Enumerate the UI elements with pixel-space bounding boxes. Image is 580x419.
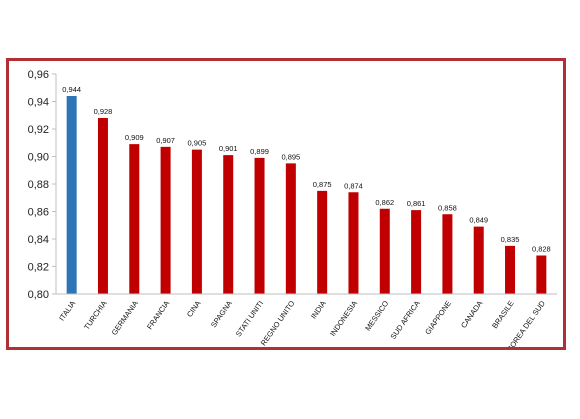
x-category-label: TURCHIA	[82, 299, 108, 331]
data-label: 0,907	[156, 136, 175, 145]
chart-frame: 0,80 0,82 0,84 0,86 0,88 0,90 0,92 0,94 0,96 0,9…	[6, 58, 566, 350]
x-category-label: FRANCIA	[145, 299, 171, 331]
x-category-label: CANADA	[459, 299, 484, 330]
data-label: 0,909	[125, 133, 144, 142]
x-category-label: INDIA	[309, 299, 328, 321]
data-label: 0,835	[501, 235, 520, 244]
bar-messico	[379, 208, 390, 294]
bar-giappone	[442, 214, 453, 294]
x-category-label: MESSICO	[363, 299, 390, 333]
y-tick-label: 0,94	[28, 97, 49, 109]
data-label: 0,849	[469, 216, 488, 225]
data-label: 0,899	[250, 147, 269, 156]
bar-francia	[160, 146, 171, 294]
x-axis: ITALIA TURCHIA GERMANIA FRANCIA CINA SPAGNA ST…	[56, 293, 557, 347]
x-category-label: ITALIA	[57, 299, 77, 322]
bar-corea-del-sud	[536, 255, 547, 294]
bar-indonesia	[348, 192, 359, 294]
data-label: 0,928	[94, 107, 113, 116]
data-label: 0,858	[438, 203, 457, 212]
data-label: 0,874	[344, 181, 363, 190]
y-tick-label: 0,82	[28, 262, 49, 274]
y-tick-label: 0,86	[28, 207, 49, 219]
y-tick-label: 0,90	[28, 152, 49, 164]
x-category-label: CINA	[185, 299, 203, 319]
bar-sud-africa	[411, 210, 422, 294]
bar-canada	[473, 226, 484, 294]
bars-group: 0,944 0,928 0,909 0,907 0,905 0,901 0,899 0,895…	[62, 85, 551, 294]
y-axis: 0,80 0,82 0,84 0,86 0,88 0,90 0,92 0,94 0,96	[28, 69, 57, 301]
y-tick-label: 0,80	[28, 289, 49, 301]
x-category-label: GIAPPONE	[423, 299, 453, 336]
bar-turchia	[97, 118, 108, 294]
y-tick-label: 0,88	[28, 179, 49, 191]
bar-brasile	[505, 245, 516, 294]
bar-chart: 0,80 0,82 0,84 0,86 0,88 0,90 0,92 0,94 0,96 0,9…	[28, 69, 557, 347]
bar-stati-uniti	[254, 157, 265, 294]
data-label: 0,901	[219, 144, 238, 153]
bar-india	[317, 190, 328, 294]
data-label: 0,944	[62, 85, 81, 94]
x-category-label: STATI UNITI	[234, 299, 265, 338]
data-label: 0,862	[375, 198, 394, 207]
bar-regno-unito	[285, 163, 296, 294]
x-category-label: GERMANIA	[110, 299, 140, 337]
bar-italia	[66, 96, 77, 294]
data-label: 0,828	[532, 245, 551, 254]
x-category-label: SUD AFRICA	[389, 299, 422, 341]
y-tick-label: 0,84	[28, 234, 49, 246]
bar-spagna	[223, 155, 234, 294]
data-label: 0,895	[281, 152, 300, 161]
y-tick-label: 0,96	[28, 69, 49, 81]
data-label: 0,861	[407, 199, 426, 208]
x-category-label: REGNO UNITO	[259, 299, 297, 347]
data-label: 0,905	[188, 139, 207, 148]
y-tick-label: 0,92	[28, 124, 49, 136]
bar-cina	[191, 149, 202, 294]
x-category-label: INDONESIA	[328, 299, 359, 338]
x-category-label: BRASILE	[490, 299, 516, 330]
data-label: 0,875	[313, 180, 332, 189]
x-category-label: SPAGNA	[209, 299, 234, 329]
bar-germania	[129, 144, 140, 294]
